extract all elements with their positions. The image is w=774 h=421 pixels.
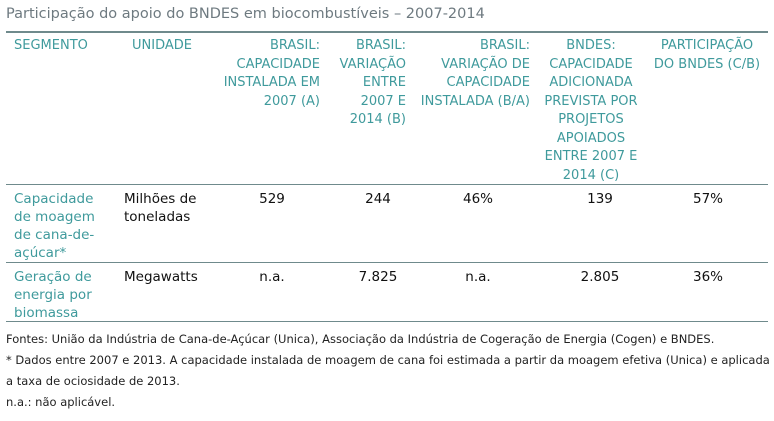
row2-segmento: Geração de energia por biomassa <box>14 269 92 321</box>
row1-segmento: Capacidade de moagem de cana-de-açúcar* <box>14 191 95 261</box>
header-brasil-variacao: BRASIL: VARIAÇÃO ENTRE 2007 E 2014 (B) <box>339 38 406 127</box>
row1-unidade: Milhões de toneladas <box>124 191 197 225</box>
header-bottom-rule <box>6 184 768 185</box>
row2-variacao-ba: n.a. <box>465 269 491 285</box>
row-divider <box>6 262 768 263</box>
row2-bndes-c: 2.805 <box>580 269 620 285</box>
row1-capacidade-a: 529 <box>259 191 285 207</box>
row1-participacao-cb: 57% <box>692 191 723 207</box>
row1-bndes-c: 139 <box>587 191 613 207</box>
row1-variacao-ba: 46% <box>462 191 493 207</box>
footnote-asterisk-line2: a taxa de ociosidade de 2013. <box>6 374 180 388</box>
header-bndes-capacidade: BNDES: CAPACIDADE ADICIONADA PREVISTA PO… <box>544 38 638 183</box>
row1-variacao-b: 244 <box>365 191 391 207</box>
header-unidade: UNIDADE <box>132 38 192 53</box>
row2-unidade: Megawatts <box>124 269 198 285</box>
table-bottom-rule <box>6 321 768 322</box>
header-segmento: SEGMENTO <box>14 38 88 53</box>
footnote-sources: Fontes: União da Indústria de Cana-de-Aç… <box>6 332 715 346</box>
row2-variacao-b: 7.825 <box>358 269 398 285</box>
footnote-asterisk-line1: * Dados entre 2007 e 2013. A capacidade … <box>6 353 770 367</box>
header-top-rule <box>6 31 768 33</box>
table-title: Participação do apoio do BNDES em biocom… <box>6 6 485 22</box>
header-participacao: PARTICIPAÇÃO DO BNDES (C/B) <box>653 38 761 72</box>
footnote-na: n.a.: não aplicável. <box>6 395 116 409</box>
row2-capacidade-a: n.a. <box>259 269 285 285</box>
header-brasil-capacidade: BRASIL: CAPACIDADE INSTALADA EM 2007 (A) <box>223 38 320 109</box>
header-brasil-variacao-pct: BRASIL: VARIAÇÃO DE CAPACIDADE INSTALADA… <box>420 38 530 109</box>
row2-participacao-cb: 36% <box>692 269 723 285</box>
